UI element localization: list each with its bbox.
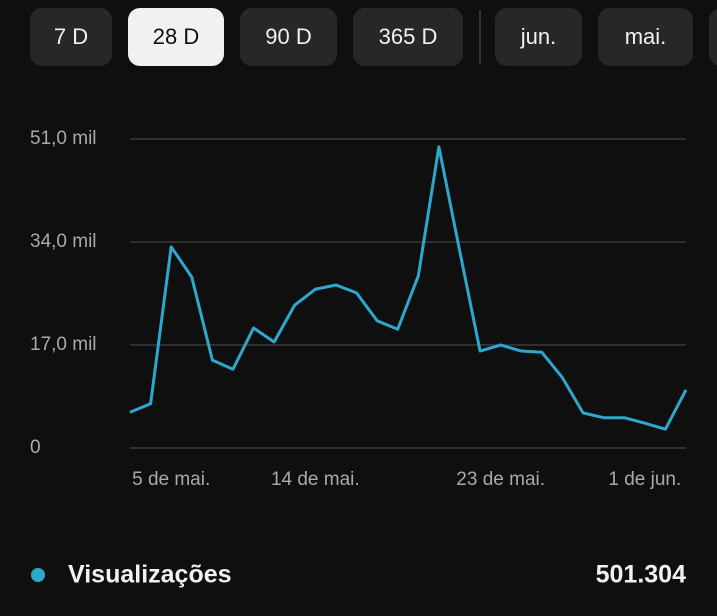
y-tick-label: 17,0 mil bbox=[30, 334, 97, 355]
tab-label: 365 D bbox=[379, 24, 438, 49]
tab-label: 28 D bbox=[153, 24, 199, 49]
y-tick-label: 34,0 mil bbox=[30, 231, 97, 252]
data-line bbox=[129, 145, 688, 431]
x-tick-label: 14 de mai. bbox=[271, 469, 360, 490]
tab-label: jun. bbox=[520, 24, 556, 49]
tab-button[interactable] bbox=[30, 8, 112, 66]
tab-label: 90 D bbox=[265, 24, 311, 49]
tab-button[interactable] bbox=[353, 8, 463, 66]
y-tick-label: 51,0 mil bbox=[30, 128, 97, 149]
x-tick-label: 23 de mai. bbox=[456, 469, 545, 490]
tab-label: mai. bbox=[625, 24, 667, 49]
tab-button[interactable] bbox=[598, 8, 693, 66]
total-value: 501.304 bbox=[596, 561, 686, 589]
tab-label: 7 D bbox=[54, 24, 88, 49]
x-tick-label: 1 de jun. bbox=[608, 469, 681, 490]
tab-button[interactable] bbox=[128, 8, 224, 66]
tab-button[interactable] bbox=[495, 8, 582, 66]
legend-label: Visualizações bbox=[68, 561, 232, 589]
tab-button[interactable] bbox=[240, 8, 337, 66]
y-tick-label: 0 bbox=[30, 437, 41, 458]
x-tick-label: 5 de mai. bbox=[132, 469, 210, 490]
tab-button-partial[interactable] bbox=[709, 8, 717, 66]
legend-dot bbox=[31, 568, 45, 582]
